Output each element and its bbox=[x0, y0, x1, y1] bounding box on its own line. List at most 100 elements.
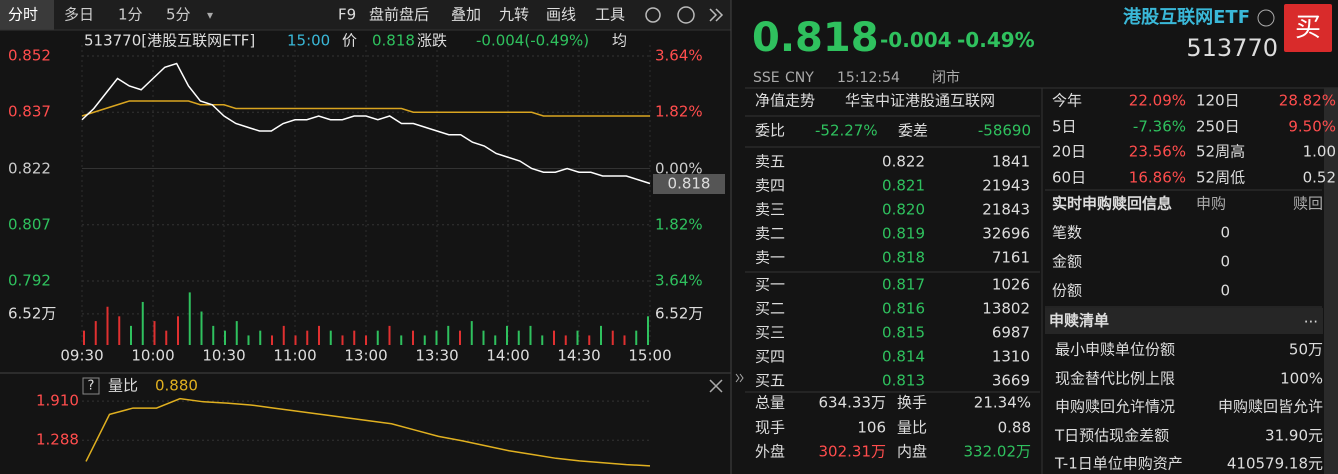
tab[interactable]: 多日 bbox=[64, 5, 95, 24]
label[interactable]: ... bbox=[1303, 308, 1318, 327]
label: -0.49% bbox=[957, 28, 1035, 52]
active-tab-bg bbox=[0, 0, 54, 30]
label: 15:00 bbox=[287, 31, 331, 50]
label: -52.27% bbox=[815, 121, 878, 140]
label: 21.34% bbox=[973, 393, 1031, 412]
label: 港股互联网ETF bbox=[1123, 7, 1250, 28]
label: 60日 bbox=[1052, 168, 1087, 186]
label: 13802 bbox=[982, 299, 1030, 318]
y-tick-label: 1.910 bbox=[36, 391, 79, 410]
label: 0 bbox=[1220, 281, 1230, 300]
label: 0.816 bbox=[882, 299, 925, 318]
settings-icon[interactable] bbox=[645, 7, 661, 23]
info-icon[interactable] bbox=[1257, 9, 1275, 27]
pct-tick-label: 3.64% bbox=[655, 271, 703, 290]
label: 6987 bbox=[991, 323, 1030, 342]
y-tick-label: 0.822 bbox=[8, 159, 51, 177]
label: -0.004 bbox=[880, 28, 952, 52]
buy-button-bg[interactable] bbox=[1284, 4, 1332, 52]
label: 5日 bbox=[1052, 117, 1077, 135]
x-tick-label: 10:00 bbox=[131, 346, 175, 365]
label: 21943 bbox=[982, 176, 1030, 195]
label: 7161 bbox=[991, 248, 1030, 267]
tab[interactable]: 华宝中证港股通互联网 bbox=[845, 91, 996, 110]
x-tick-label: 09:30 bbox=[60, 346, 104, 365]
x-tick-label: 13:00 bbox=[344, 346, 388, 365]
tab[interactable]: 净值走势 bbox=[755, 91, 816, 110]
tab[interactable]: 分时 bbox=[8, 5, 39, 24]
label: 0.814 bbox=[882, 347, 925, 366]
label: 卖四 bbox=[755, 176, 786, 195]
dropdown[interactable]: ▾ bbox=[207, 8, 214, 22]
label: 120日 bbox=[1196, 91, 1240, 110]
label: 量比 bbox=[897, 418, 928, 436]
label: 卖三 bbox=[755, 200, 786, 219]
tab[interactable]: 5分 bbox=[166, 5, 191, 24]
label: T-1日单位申购资产 bbox=[1055, 454, 1183, 473]
label: 0.817 bbox=[882, 275, 925, 294]
pct-tick-label: 1.82% bbox=[655, 215, 703, 234]
pct-tick-label: 1.82% bbox=[655, 102, 703, 121]
label: 今年 bbox=[1052, 91, 1083, 110]
label: 现手 bbox=[755, 418, 786, 436]
label: 0.819 bbox=[882, 224, 925, 243]
toolbar-item[interactable]: F9 bbox=[338, 5, 357, 24]
toolbar-item[interactable]: 工具 bbox=[595, 5, 626, 24]
label: 0.820 bbox=[882, 200, 925, 219]
label: 内盘 bbox=[897, 442, 928, 461]
expand-icon[interactable] bbox=[709, 8, 724, 22]
label: 金额 bbox=[1052, 252, 1083, 271]
toolbar-item[interactable]: 叠加 bbox=[451, 5, 482, 24]
help-icon[interactable] bbox=[677, 6, 695, 24]
label: 0.813 bbox=[882, 371, 925, 390]
toolbar-item[interactable]: 九转 bbox=[499, 5, 530, 24]
label: 买二 bbox=[755, 299, 786, 318]
tab[interactable]: 1分 bbox=[118, 5, 143, 24]
collapse-icon[interactable] bbox=[735, 373, 744, 383]
label: 申购赎回允许情况 bbox=[1055, 397, 1176, 416]
label: 100% bbox=[1280, 369, 1323, 388]
label: 闭市 bbox=[932, 70, 960, 86]
x-tick-label: 14:30 bbox=[557, 346, 601, 365]
label: T日预估现金差额 bbox=[1055, 426, 1170, 445]
big-price: 0.818 bbox=[752, 15, 879, 61]
label: 换手 bbox=[897, 393, 928, 412]
label: 250日 bbox=[1196, 117, 1240, 135]
label: 价 bbox=[342, 31, 358, 50]
label: SSE bbox=[753, 70, 780, 86]
x-tick-label: 15:00 bbox=[628, 346, 672, 365]
label: 买三 bbox=[755, 323, 786, 342]
y-tick-label: 0.807 bbox=[8, 215, 51, 234]
label: 0.52 bbox=[1302, 168, 1336, 186]
label: 32696 bbox=[982, 224, 1030, 243]
x-tick-label: 11:00 bbox=[273, 346, 317, 365]
label: 410579.18元 bbox=[1226, 454, 1323, 473]
label: 634.33万 bbox=[818, 393, 887, 412]
label: 513770 bbox=[1186, 34, 1278, 62]
label: 0.822 bbox=[882, 152, 925, 171]
toolbar-item[interactable]: 画线 bbox=[546, 5, 577, 24]
section-bg bbox=[1045, 308, 1323, 334]
label: 委比 bbox=[755, 121, 786, 140]
last-price-box bbox=[653, 174, 725, 194]
label: 0.88 bbox=[997, 418, 1031, 436]
help[interactable]: ? bbox=[87, 378, 95, 394]
label: 卖一 bbox=[755, 248, 786, 267]
pct-tick-label: 0.00% bbox=[655, 159, 703, 177]
y-tick-label: 0.792 bbox=[8, 271, 51, 290]
label: 买四 bbox=[755, 347, 786, 366]
help-box[interactable] bbox=[82, 377, 100, 395]
buy-button[interactable]: 买 bbox=[1294, 13, 1322, 43]
label: -0.004(-0.49%) bbox=[476, 31, 590, 50]
label: 3669 bbox=[991, 371, 1030, 390]
label: 最小申赎单位份额 bbox=[1055, 340, 1176, 359]
scrollbar[interactable] bbox=[1324, 88, 1338, 474]
close-icon[interactable] bbox=[709, 379, 723, 393]
label: 50万 bbox=[1288, 340, 1323, 359]
toolbar-item[interactable]: 盘前盘后 bbox=[369, 5, 430, 24]
label: 0 bbox=[1220, 252, 1230, 271]
label: 31.90元 bbox=[1265, 426, 1323, 445]
label: 均 bbox=[612, 31, 628, 50]
label: 量比 bbox=[108, 376, 139, 395]
x-tick-label: 10:30 bbox=[202, 346, 246, 365]
